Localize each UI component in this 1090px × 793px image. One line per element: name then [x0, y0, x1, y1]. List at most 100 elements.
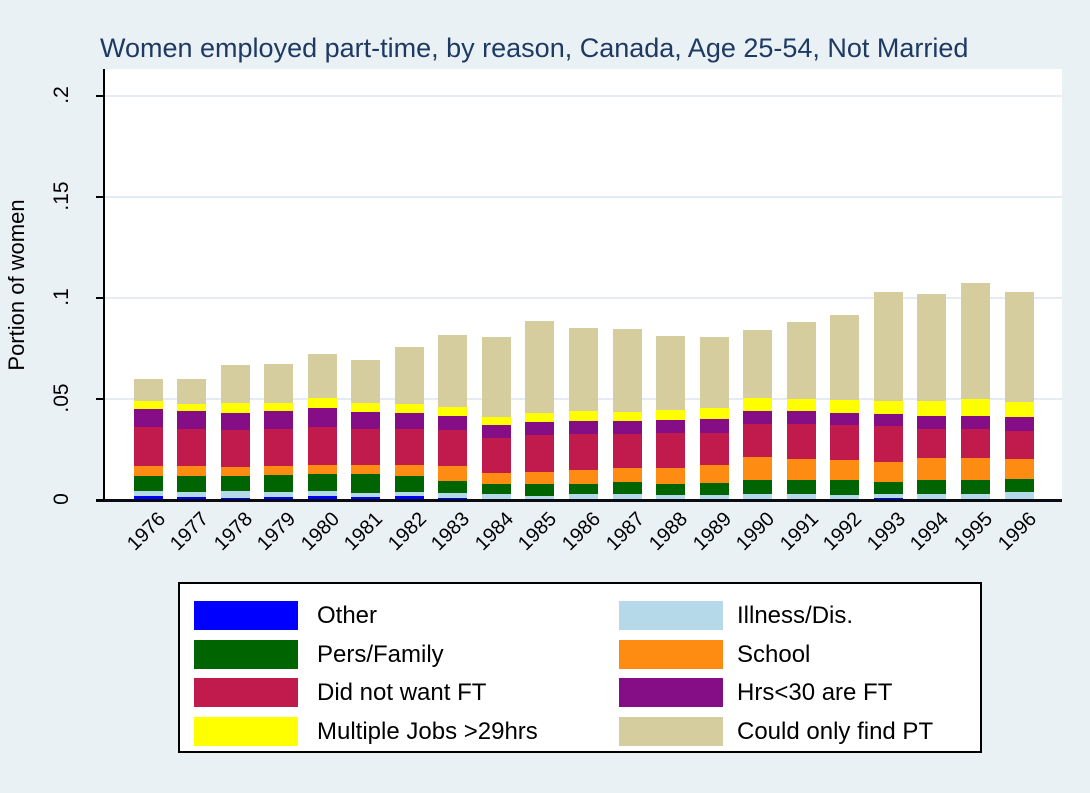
bar-segment-1989 [699, 337, 729, 409]
bar-segment-1990 [743, 424, 773, 457]
bar-segment-1988 [656, 433, 686, 468]
bar-segment-1995 [960, 457, 990, 480]
bar-segment-1996 [1004, 458, 1034, 479]
legend-swatch [194, 716, 298, 746]
bar-segment-1991 [786, 458, 816, 480]
x-tick-label: 1990 [732, 508, 780, 556]
bar-segment-1993 [873, 497, 903, 500]
bar-segment-1994 [917, 479, 947, 494]
bar-segment-1977 [177, 378, 207, 405]
bar-segment-1976 [133, 490, 163, 496]
legend-swatch [619, 716, 723, 746]
bar-segment-1976 [133, 495, 163, 500]
bar-segment-1980 [307, 464, 337, 474]
x-tick-label: 1994 [906, 508, 954, 556]
bar-segment-1995 [960, 479, 990, 494]
x-tick-label: 1982 [383, 508, 431, 556]
bar-segment-1990 [743, 456, 773, 480]
bar-segment-1976 [133, 475, 163, 491]
bar-segment-1976 [133, 409, 163, 428]
bar-segment-1986 [569, 421, 598, 435]
bar-segment-1976 [133, 378, 163, 402]
bar-segment-1978 [220, 497, 250, 500]
bar-segment-1992 [830, 459, 860, 480]
x-tick-label: 1985 [514, 508, 562, 556]
legend-label: Illness/Dis. [737, 602, 854, 629]
bar-segment-1989 [699, 408, 729, 420]
bar-segment-1978 [220, 413, 250, 431]
bar-segment-1985 [525, 321, 555, 414]
bar-segment-1988 [656, 420, 686, 434]
bar-segment-1992 [830, 479, 860, 495]
bar-segment-1978 [220, 490, 250, 498]
bar-segment-1989 [699, 433, 729, 465]
legend-label: School [737, 640, 811, 668]
x-tick-label: 1988 [645, 508, 693, 556]
bar-segment-1978 [220, 364, 250, 404]
bar-segment-1983 [438, 416, 468, 431]
x-tick-label: 1976 [122, 508, 170, 556]
x-tick-label: 1986 [558, 508, 606, 556]
bar-segment-1979 [264, 363, 294, 404]
bar-segment-1991 [786, 424, 816, 459]
bar-segment-1981 [351, 403, 381, 413]
bar-segment-1993 [873, 461, 903, 482]
bar-segment-1986 [569, 483, 598, 494]
x-tick-label: 1983 [427, 508, 475, 556]
bar-segment-1976 [133, 401, 163, 410]
bar-segment-1984 [481, 438, 511, 473]
bar-segment-1994 [917, 416, 947, 430]
x-axis-line [96, 499, 1062, 502]
bar-segment-1980 [307, 353, 337, 398]
bar-segment-1993 [873, 291, 903, 402]
bar-segment-1985 [525, 471, 555, 484]
bar-segment-1984 [481, 417, 511, 426]
gridline [104, 95, 1062, 97]
bar-segment-1994 [917, 457, 947, 480]
bar-segment-1982 [394, 464, 424, 476]
bar-segment-1995 [960, 493, 990, 500]
y-axis-title: Portion of women [4, 199, 29, 371]
bar-segment-1979 [264, 491, 294, 497]
bar-segment-1980 [307, 408, 337, 428]
bar-segment-1988 [656, 483, 686, 495]
bar-segment-1977 [177, 411, 207, 430]
bar-segment-1989 [699, 419, 729, 434]
bar-segment-1987 [612, 421, 642, 435]
bar-segment-1979 [264, 403, 294, 412]
legend-swatch [619, 601, 723, 630]
bar-segment-1988 [656, 494, 686, 499]
bar-segment-1988 [656, 410, 686, 421]
y-tick-label: .2 [50, 86, 73, 104]
bar-segment-1991 [786, 411, 816, 425]
bar-segment-1989 [699, 482, 729, 495]
bar-segment-1983 [438, 407, 468, 417]
bar-segment-1977 [177, 465, 207, 476]
bar-segment-1977 [177, 491, 207, 497]
bar-segment-1988 [656, 336, 686, 411]
bar-segment-1988 [656, 467, 686, 484]
gridline [104, 196, 1062, 198]
bar-segment-1992 [830, 425, 860, 460]
bar-segment-1993 [873, 493, 903, 498]
legend-swatch [194, 601, 298, 630]
legend-label: Other [317, 602, 378, 629]
bar-segment-1983 [438, 465, 468, 481]
bar-segment-1985 [525, 435, 555, 472]
bar-segment-1984 [481, 493, 511, 499]
bar-segment-1993 [873, 481, 903, 494]
x-tick-label: 1984 [470, 508, 518, 556]
bar-segment-1991 [786, 399, 816, 412]
bar-segment-1996 [1004, 291, 1034, 403]
bar-segment-1986 [569, 328, 598, 412]
bar-segment-1994 [917, 429, 947, 458]
y-tick [96, 499, 104, 501]
x-tick-label: 1995 [949, 508, 998, 556]
bar-segment-1991 [786, 479, 816, 494]
bar-segment-1987 [612, 434, 642, 468]
bar-segment-1996 [1004, 431, 1034, 459]
bar-segment-1980 [307, 490, 337, 496]
bar-segment-1986 [569, 411, 598, 422]
bar-segment-1987 [612, 412, 642, 422]
legend-label: Hrs<30 are FT [737, 679, 893, 706]
